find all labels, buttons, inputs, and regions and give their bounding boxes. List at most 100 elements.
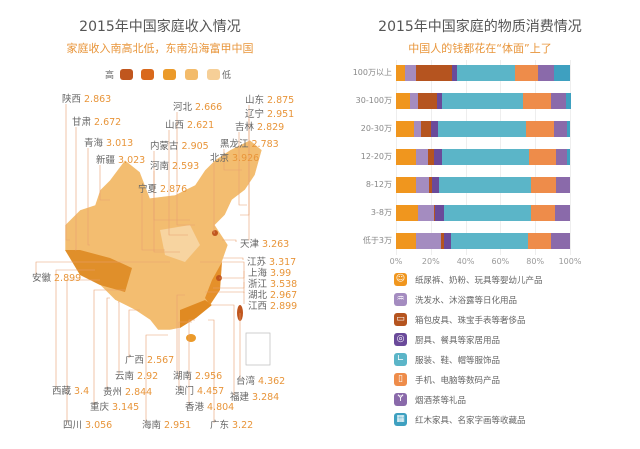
- leader-line: [106, 297, 110, 390]
- province-name: 青海: [84, 138, 104, 149]
- bar-segment: [550, 233, 571, 249]
- province-name: 福建: [230, 392, 250, 403]
- gridline: [570, 60, 571, 255]
- province-value: 4.457: [197, 386, 225, 397]
- leader-line: [219, 271, 245, 279]
- province-name: 江西: [248, 301, 268, 312]
- province-value: 2.844: [125, 387, 153, 398]
- province-label: 辽宁 2.951: [245, 106, 294, 120]
- bar-segment: [525, 121, 555, 137]
- bar-segment: [452, 65, 458, 81]
- phone-icon: ▯: [394, 373, 407, 386]
- province-label: 山东 2.875: [245, 92, 294, 106]
- y-category-label: 3-8万: [370, 208, 392, 217]
- painting-icon: ▦: [394, 413, 407, 426]
- province-label: 新疆 3.023: [96, 152, 145, 166]
- leader-line: [128, 309, 140, 358]
- bar-segment: [416, 233, 442, 249]
- bar-segment: [530, 205, 556, 221]
- leader-line: [35, 261, 170, 276]
- province-value: 2.899: [54, 273, 82, 284]
- province-label: 陕西 2.863: [62, 91, 111, 105]
- province-label: 海南 2.951: [142, 417, 191, 431]
- province-label: 云南 2.92: [115, 368, 158, 382]
- province-name: 湖南: [173, 371, 193, 382]
- province-label: 香港 4.804: [185, 399, 234, 413]
- boot-icon: ∟: [394, 353, 407, 366]
- province-name: 广西: [125, 355, 145, 366]
- china-map: [35, 104, 271, 423]
- legend-item: Ɏ 烟酒茶等礼品: [394, 393, 466, 406]
- x-tick-label: 20%: [421, 257, 440, 266]
- province-name: 天津: [240, 239, 260, 250]
- leader-line: [223, 257, 244, 260]
- map-region-xizang: [65, 250, 132, 292]
- bar-segment: [528, 149, 557, 165]
- bar-segment: [444, 233, 452, 249]
- bar-segment: [439, 177, 532, 193]
- province-label: 黑龙江 2.783: [220, 136, 279, 150]
- leader-line: [168, 130, 188, 236]
- x-tick-label: 100%: [558, 257, 582, 266]
- bar-segment: [556, 149, 568, 165]
- province-name: 吉林: [235, 122, 255, 133]
- leader-line: [153, 171, 180, 253]
- y-category-label: 12-20万: [360, 152, 392, 161]
- leader-line: [205, 291, 245, 304]
- province-value: 2.92: [137, 371, 159, 382]
- province-value: 2.621: [187, 120, 215, 131]
- province-value: 3.284: [252, 392, 280, 403]
- province-label: 江苏 3.317: [247, 254, 296, 268]
- bar-segment: [396, 233, 417, 249]
- bar-segment: [396, 177, 417, 193]
- province-value: 2.951: [164, 420, 192, 431]
- bar-segment: [433, 205, 436, 221]
- leader-line: [55, 269, 95, 389]
- leader-line: [75, 127, 77, 251]
- scale-swatch-1: [120, 69, 133, 80]
- bar-segment: [551, 93, 567, 109]
- bar-segment: [438, 121, 527, 137]
- bar-segment: [441, 233, 445, 249]
- legend-item: ☺ 纸尿裤、奶粉、玩具等婴幼儿产品: [394, 273, 543, 286]
- province-label: 湖北 2.967: [248, 287, 297, 301]
- province-value: 2.593: [172, 161, 200, 172]
- chart-title: 2015年中国家庭的物质消费情况: [378, 19, 582, 35]
- province-value: 3.263: [262, 239, 290, 250]
- province-value: 3.056: [85, 420, 113, 431]
- province-value: 3.22: [232, 420, 254, 431]
- legend-label: 箱包皮具、珠宝手表等奢侈品: [415, 315, 526, 326]
- legend-label: 手机、电脑等数码产品: [415, 375, 501, 386]
- legend-label: 烟酒茶等礼品: [415, 395, 467, 406]
- bar-segment: [434, 149, 443, 165]
- bar-segment: [396, 205, 419, 221]
- x-tick-label: 80%: [526, 257, 545, 266]
- bar-segment: [456, 65, 516, 81]
- briefcase-icon: ▭: [394, 313, 407, 326]
- bar-segment: [431, 121, 439, 137]
- x-tick-label: 40%: [456, 257, 475, 266]
- province-label: 安徽 2.899: [32, 270, 81, 284]
- province-label: 甘肃 2.672: [72, 114, 121, 128]
- leader-line: [118, 301, 120, 374]
- province-value: 3.926: [232, 153, 260, 164]
- province-label: 浙江 3.538: [248, 276, 297, 290]
- leader-line: [93, 289, 125, 405]
- leader-line: [248, 105, 250, 241]
- leader-line: [238, 132, 247, 206]
- province-label: 上海 3.99: [248, 265, 291, 279]
- legend-item: ∟ 服装、鞋、帽等服饰品: [394, 353, 500, 366]
- bar-segment: [416, 149, 429, 165]
- province-value: 2.905: [181, 141, 209, 152]
- legend-label: 洗发水、沐浴露等日化用品: [415, 295, 518, 306]
- y-category-label: 8-12万: [365, 180, 392, 189]
- wine-glass-icon: Ɏ: [394, 393, 407, 406]
- bar-segment: [416, 65, 453, 81]
- province-label: 吉林 2.829: [235, 119, 284, 133]
- province-name: 内蒙古: [150, 141, 179, 152]
- map-title: 2015年中国家庭收入情况: [79, 19, 241, 35]
- bar-segment: [431, 177, 440, 193]
- bar-segment: [434, 205, 445, 221]
- province-value: 3.538: [270, 279, 298, 290]
- province-name: 安徽: [32, 273, 52, 284]
